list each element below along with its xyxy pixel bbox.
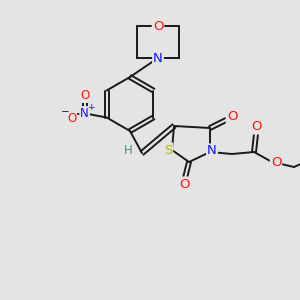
Text: S: S [164,143,172,157]
Text: O: O [227,110,237,124]
Text: N: N [207,145,217,158]
Text: O: O [67,112,76,125]
Text: H: H [124,145,132,158]
Text: −: − [61,107,70,118]
Text: N: N [153,52,163,64]
Text: O: O [80,89,89,102]
Text: N: N [80,107,89,120]
Text: +: + [87,103,94,112]
Text: O: O [179,178,189,190]
Text: O: O [271,157,281,169]
Text: O: O [153,20,163,32]
Text: O: O [252,121,262,134]
